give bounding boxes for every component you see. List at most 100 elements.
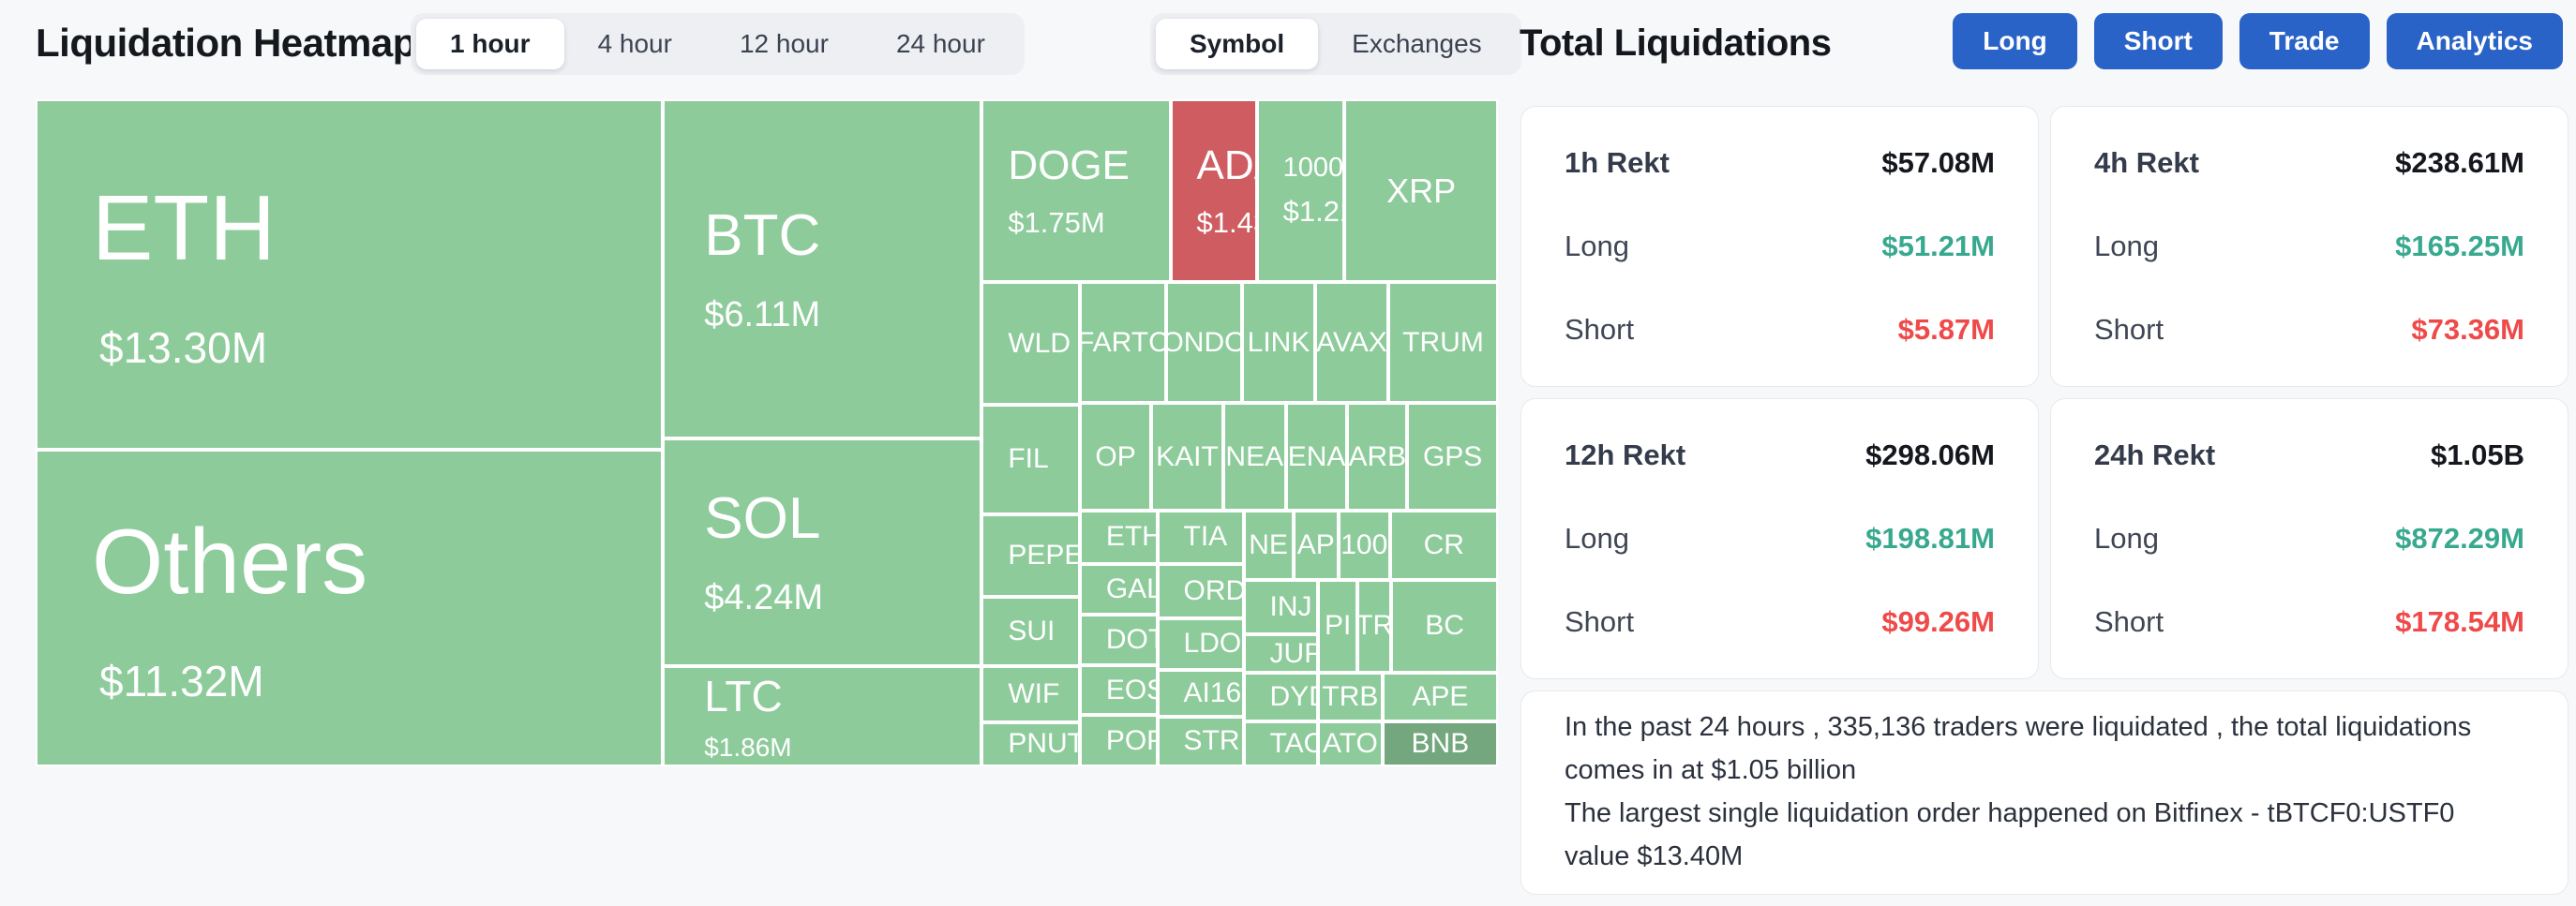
treemap-cell-arb[interactable]: ARB — [1347, 402, 1408, 512]
cell-value: $1.86M — [704, 732, 792, 762]
action-button-group: Long Short Trade Analytics — [1953, 13, 2563, 69]
treemap-cell-btc[interactable]: BTC $6.11M — [663, 99, 982, 438]
treemap-cell-fartc[interactable]: FARTC — [1079, 282, 1166, 403]
cell-label: DYDX — [1269, 681, 1317, 713]
treemap-cell-gps[interactable]: GPS — [1407, 402, 1498, 512]
treemap-cell-ato[interactable]: ATO — [1318, 721, 1383, 766]
treemap-cell-sol[interactable]: SOL $4.24M — [663, 438, 982, 667]
treemap-cell-ethfi[interactable]: ETHFI — [1079, 511, 1158, 564]
trade-button[interactable]: Trade — [2239, 13, 2370, 69]
cell-label: LDO — [1183, 628, 1242, 660]
treemap-cell-sui[interactable]: SUI — [981, 597, 1080, 667]
treemap-cell-pepe[interactable]: PEPE — [981, 513, 1080, 598]
treemap-cell-jup[interactable]: JUP — [1243, 634, 1319, 674]
cell-label: GALA — [1105, 572, 1156, 604]
short-label: Short — [1565, 313, 1635, 346]
tab-12-hour[interactable]: 12 hour — [739, 29, 829, 58]
treemap-cell-cr[interactable]: CR — [1389, 511, 1498, 580]
treemap-cell-ordi[interactable]: ORDI — [1157, 563, 1244, 618]
treemap-cell-tia[interactable]: TIA — [1157, 511, 1244, 564]
treemap-cell-pi[interactable]: PI — [1318, 579, 1358, 674]
treemap-cell-popcat[interactable]: POPCAT — [1079, 715, 1158, 766]
long-value: $51.21M — [1881, 230, 1995, 262]
summary-line-1: In the past 24 hours , 335,136 traders w… — [1565, 712, 2472, 786]
tab-symbol[interactable]: Symbol — [1156, 19, 1319, 69]
cell-label: ORDI — [1183, 574, 1242, 606]
treemap-cell-tr[interactable]: TR — [1357, 579, 1392, 674]
cell-value: $11.32M — [99, 657, 264, 706]
treemap-cell-dydx[interactable]: DYDX — [1243, 673, 1319, 722]
cell-label: BNB — [1411, 728, 1470, 760]
treemap-cell-op[interactable]: OP — [1079, 402, 1152, 512]
treemap-cell-bnb[interactable]: BNB — [1382, 721, 1498, 766]
cell-label: TRB — [1322, 681, 1379, 713]
treemap-cell-pnut[interactable]: PNUT — [981, 722, 1080, 766]
treemap-cell-fil[interactable]: FIL — [981, 405, 1080, 514]
treemap-cell-tao[interactable]: TAO — [1243, 721, 1319, 766]
cell-label: JUP — [1269, 637, 1319, 669]
rekt-card-4h: 4h Rekt $238.61M Long $165.25M Short $73… — [2050, 106, 2569, 387]
treemap-cell-xrp[interactable]: XRP — [1344, 99, 1498, 283]
cell-label: TR — [1359, 610, 1392, 642]
cell-label: 1000PEPE — [1282, 153, 1344, 184]
cell-label: APE — [1412, 681, 1469, 713]
summary-line-2: The largest single liquidation order hap… — [1565, 798, 2455, 871]
treemap-cell-ape[interactable]: APE — [1382, 673, 1498, 722]
treemap-cell-eth[interactable]: ETH $13.30M — [36, 99, 664, 450]
treemap-cell-100[interactable]: 100 — [1338, 511, 1390, 580]
cell-label: FARTC — [1079, 326, 1166, 358]
treemap-cell-eos[interactable]: EOS — [1079, 665, 1158, 716]
long-label: Long — [2094, 230, 2159, 262]
treemap-cell-nea[interactable]: NEA — [1222, 402, 1286, 512]
cell-label: BTC — [704, 202, 821, 268]
treemap-cell-bc[interactable]: BC — [1391, 579, 1498, 674]
cell-label: SOL — [704, 486, 821, 552]
treemap-cell-1000pepe[interactable]: 1000PEPE $1.21M — [1256, 99, 1345, 283]
treemap-cell-wif[interactable]: WIF — [981, 666, 1080, 722]
cell-label: PI — [1324, 610, 1352, 642]
tab-1-hour[interactable]: 1 hour — [416, 19, 564, 69]
treemap-cell-ldo[interactable]: LDO — [1157, 617, 1244, 670]
long-value: $165.25M — [2395, 230, 2524, 262]
treemap-cell-others[interactable]: Others $11.32M — [36, 449, 664, 766]
cell-label: ADA — [1196, 141, 1255, 188]
tab-exchanges[interactable]: Exchanges — [1352, 29, 1482, 58]
treemap-cell-avax[interactable]: AVAX — [1315, 282, 1388, 403]
short-value: $73.36M — [2411, 313, 2524, 346]
tab-24-hour[interactable]: 24 hour — [895, 29, 985, 58]
cell-label: FIL — [1008, 443, 1049, 475]
cell-label: GPS — [1422, 440, 1483, 472]
treemap-cell-ada[interactable]: ADA $1.43M — [1170, 99, 1257, 283]
long-button[interactable]: Long — [1953, 13, 2077, 69]
treemap-cell-kait[interactable]: KAIT — [1151, 402, 1223, 512]
long-value: $872.29M — [2395, 522, 2524, 555]
short-label: Short — [2094, 605, 2164, 638]
treemap-cell-gala[interactable]: GALA — [1079, 563, 1158, 616]
cell-label: OP — [1095, 440, 1136, 472]
card-title: 1h Rekt — [1565, 146, 1670, 179]
treemap-cell-ondo[interactable]: ONDO — [1165, 282, 1242, 403]
long-label: Long — [1565, 522, 1629, 555]
short-button[interactable]: Short — [2093, 13, 2223, 69]
treemap-cell-wld[interactable]: WLD — [981, 282, 1080, 406]
cell-label: TIA — [1183, 521, 1228, 553]
treemap-cell-ltc[interactable]: LTC $1.86M — [663, 666, 982, 766]
tab-4-hour[interactable]: 4 hour — [597, 29, 672, 58]
treemap-cell-ap[interactable]: AP — [1293, 511, 1339, 580]
card-total: $298.06M — [1865, 438, 1995, 471]
analytics-button[interactable]: Analytics — [2386, 13, 2563, 69]
cell-label: XRP — [1386, 171, 1457, 210]
treemap-cell-inj[interactable]: INJ — [1243, 579, 1319, 634]
treemap-cell-trb[interactable]: TRB — [1318, 673, 1383, 722]
treemap-cell-ena[interactable]: ENA — [1285, 402, 1348, 512]
treemap-cell-link[interactable]: LINK — [1242, 282, 1315, 403]
cell-label: POPCAT — [1105, 724, 1156, 756]
treemap-cell-ne[interactable]: NE — [1243, 511, 1294, 580]
cell-label: DOT — [1105, 624, 1156, 656]
treemap-cell-dot[interactable]: DOT — [1079, 615, 1158, 666]
cell-label: 100 — [1340, 528, 1388, 560]
treemap-cell-strk[interactable]: STRK — [1157, 716, 1244, 766]
treemap-cell-doge[interactable]: DOGE $1.75M — [981, 99, 1171, 283]
treemap-cell-ai16z[interactable]: AI16Z — [1157, 669, 1244, 717]
treemap-cell-trum[interactable]: TRUM — [1388, 282, 1498, 403]
